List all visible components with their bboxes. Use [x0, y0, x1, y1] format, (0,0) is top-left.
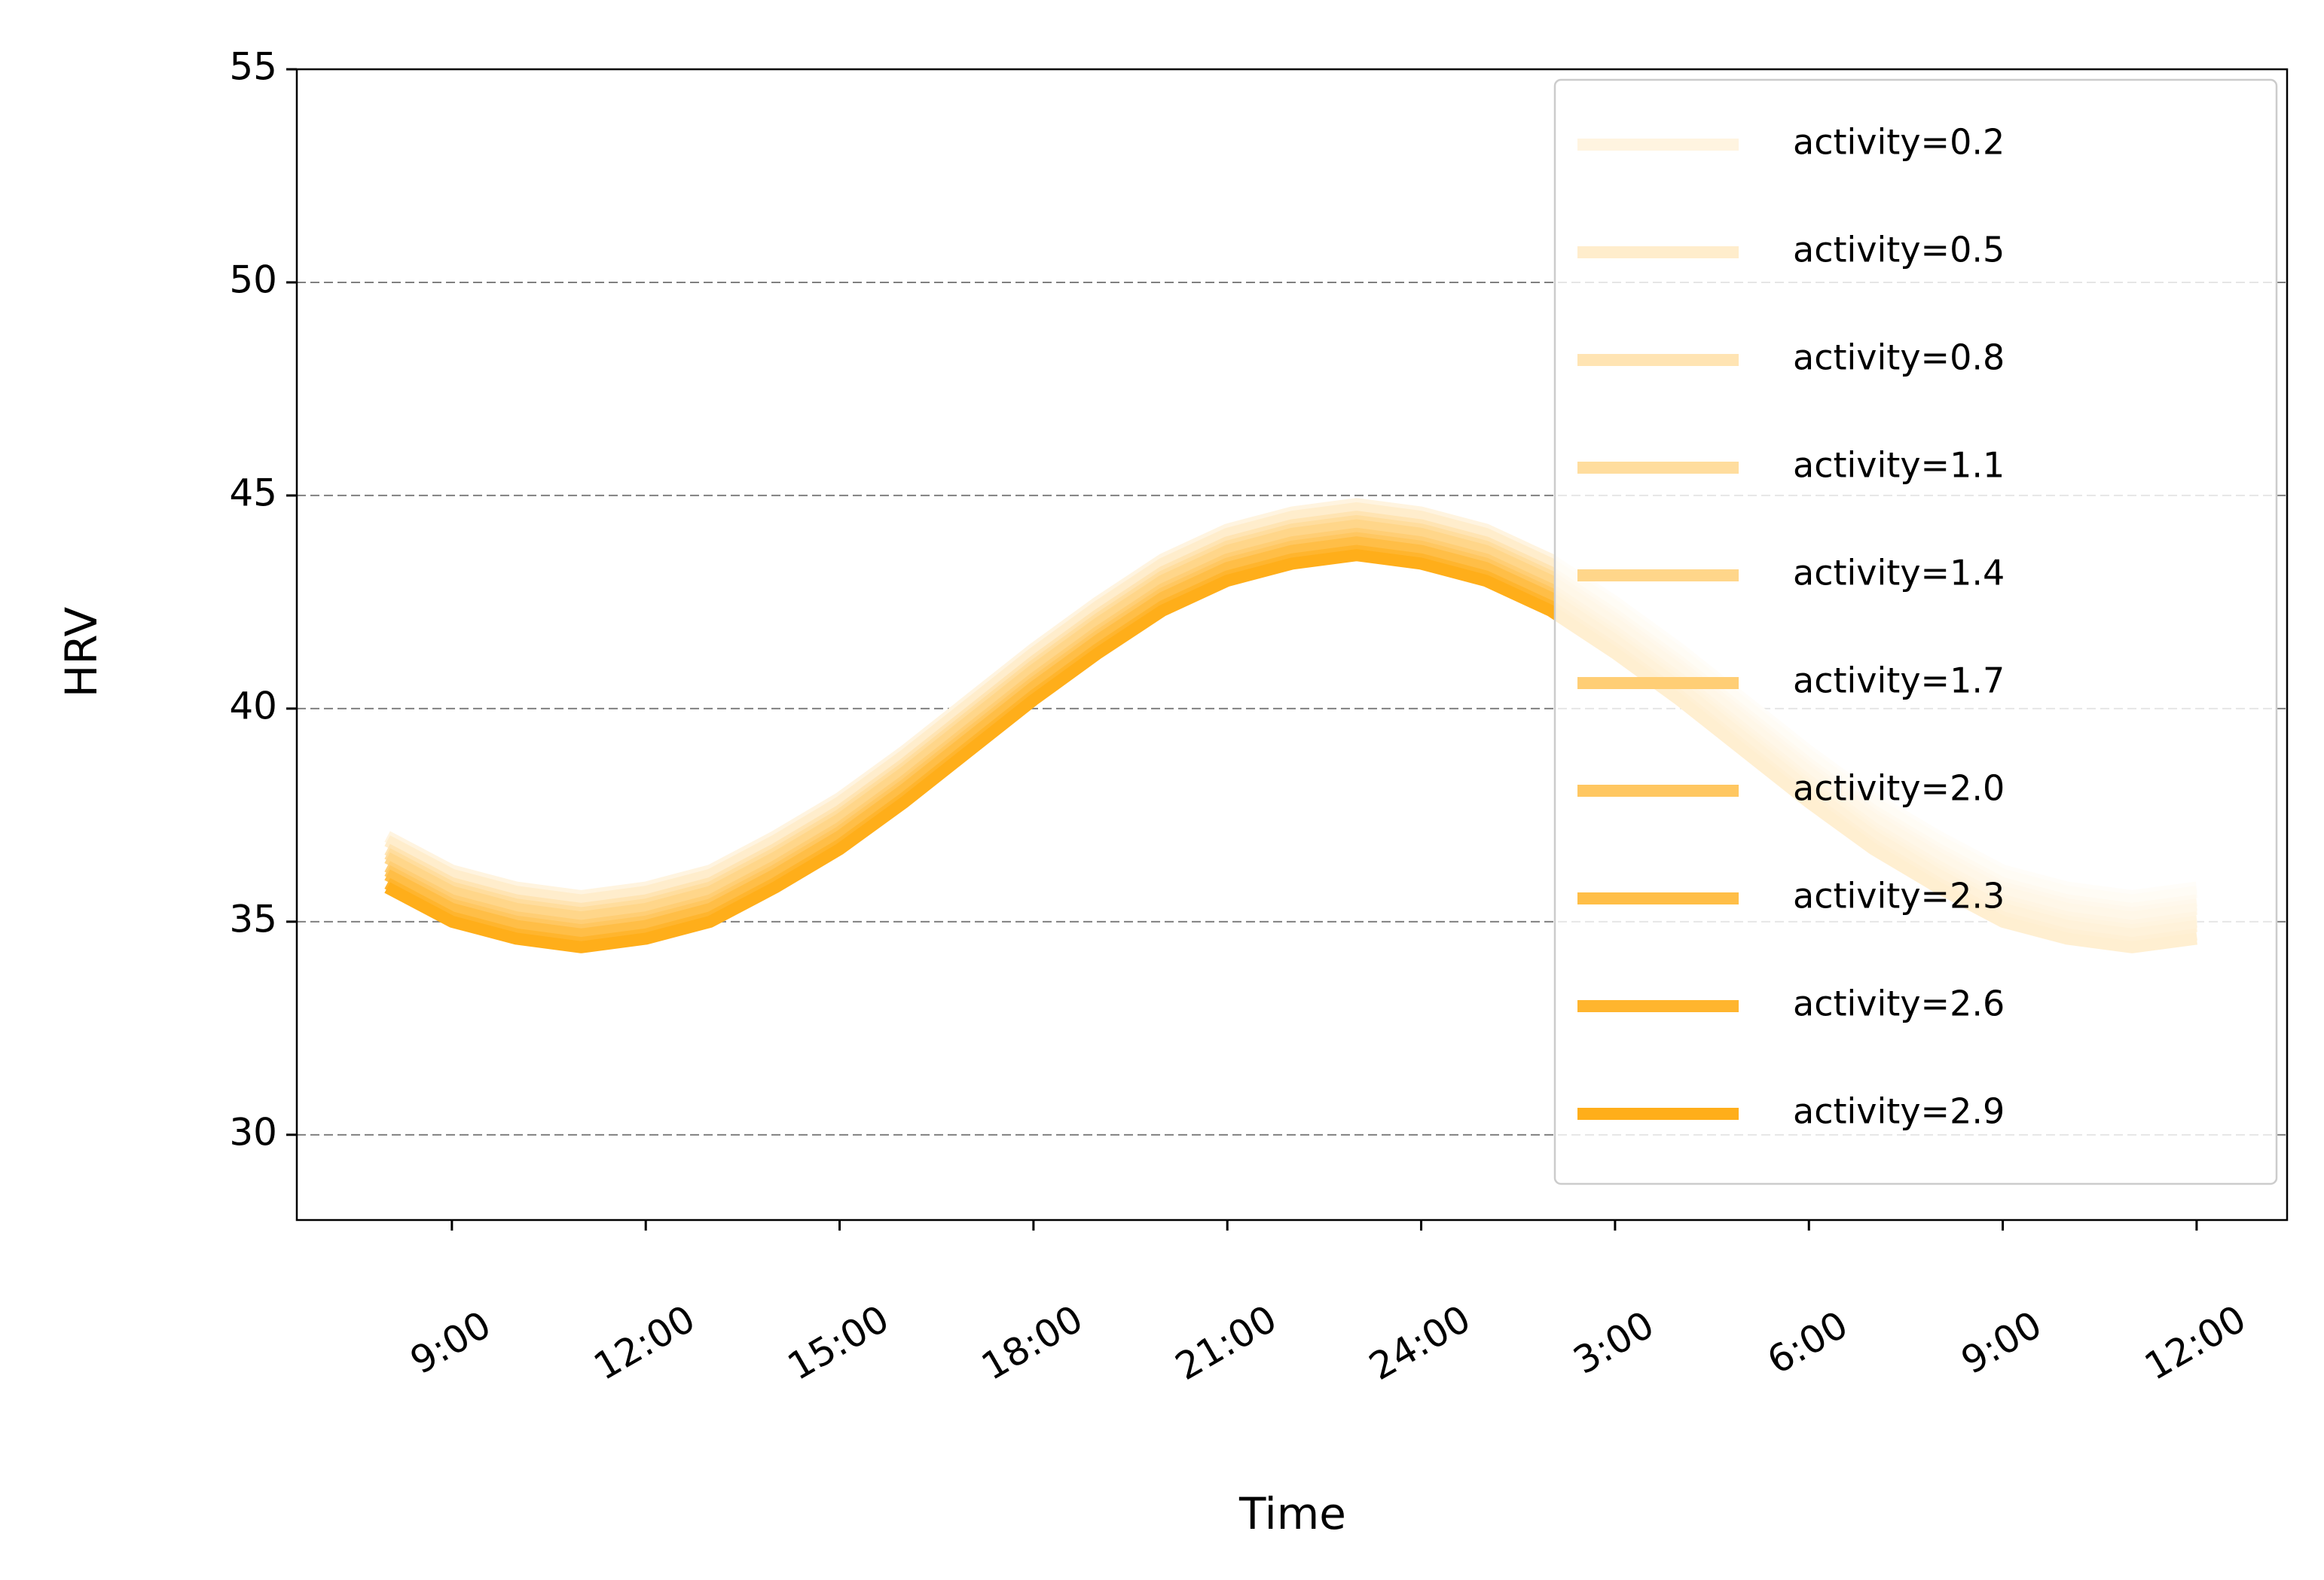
x-tick-label: 3:00 — [1566, 1303, 1661, 1383]
x-tick-label: 9:00 — [1954, 1303, 2049, 1383]
legend-label: activity=2.6 — [1793, 984, 2005, 1024]
x-tick-label: 24:00 — [1362, 1297, 1478, 1389]
x-tick-label: 15:00 — [780, 1297, 896, 1389]
legend-label: activity=0.2 — [1793, 122, 2005, 163]
y-tick-label: 40 — [229, 684, 277, 727]
y-tick-label: 30 — [229, 1110, 277, 1154]
x-axis-label: Time — [1238, 1488, 1346, 1539]
x-tick-label: 18:00 — [974, 1297, 1090, 1389]
legend-label: activity=0.5 — [1793, 230, 2005, 270]
y-tick-label: 45 — [229, 471, 277, 514]
legend-label: activity=1.1 — [1793, 445, 2005, 486]
y-tick-label: 35 — [229, 897, 277, 941]
y-axis-label: HRV — [56, 606, 107, 697]
y-tick-label: 50 — [229, 258, 277, 301]
x-tick-label: 12:00 — [587, 1297, 703, 1389]
y-tick-label: 55 — [229, 45, 277, 89]
legend-label: activity=2.0 — [1793, 768, 2005, 809]
x-tick-label: 21:00 — [1168, 1297, 1284, 1389]
legend-label: activity=1.4 — [1793, 553, 2005, 593]
legend-label: activity=1.7 — [1793, 660, 2005, 701]
x-tick-label: 6:00 — [1760, 1303, 1855, 1383]
legend-label: activity=2.3 — [1793, 876, 2005, 917]
legend-label: activity=0.8 — [1793, 337, 2005, 378]
x-tick-label: 9:00 — [403, 1303, 498, 1383]
legend: activity=0.2 activity=0.5 activity=0.8 acti… — [1553, 78, 2278, 1185]
x-tick-label: 12:00 — [2137, 1297, 2253, 1389]
plot-frame — [295, 68, 2289, 1222]
legend-label: activity=2.9 — [1793, 1091, 2005, 1132]
